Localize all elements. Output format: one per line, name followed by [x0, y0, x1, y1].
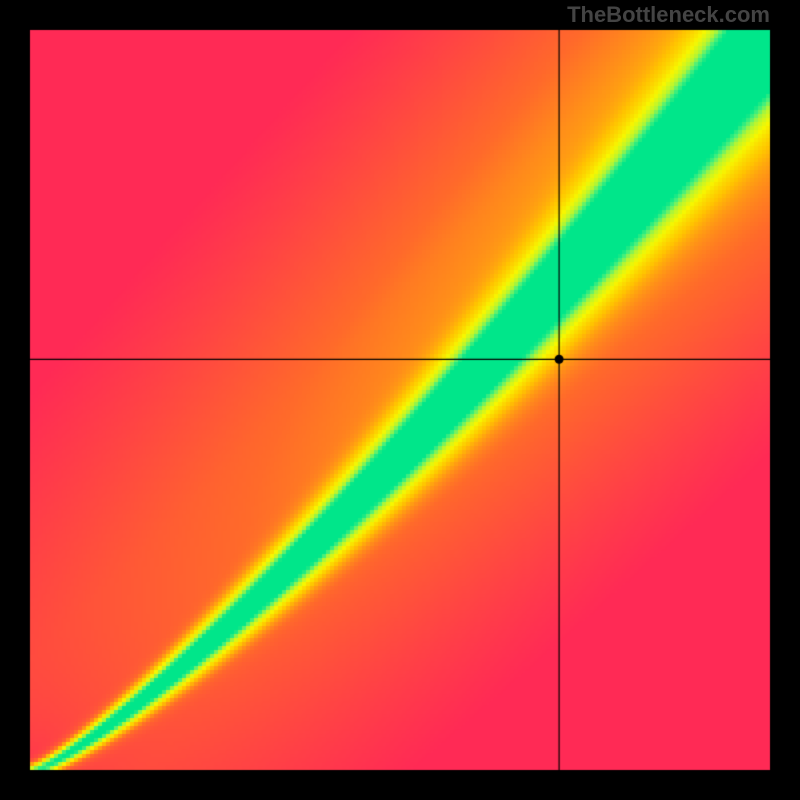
heatmap-canvas: [0, 0, 800, 800]
watermark: TheBottleneck.com: [567, 2, 770, 28]
chart-container: TheBottleneck.com: [0, 0, 800, 800]
